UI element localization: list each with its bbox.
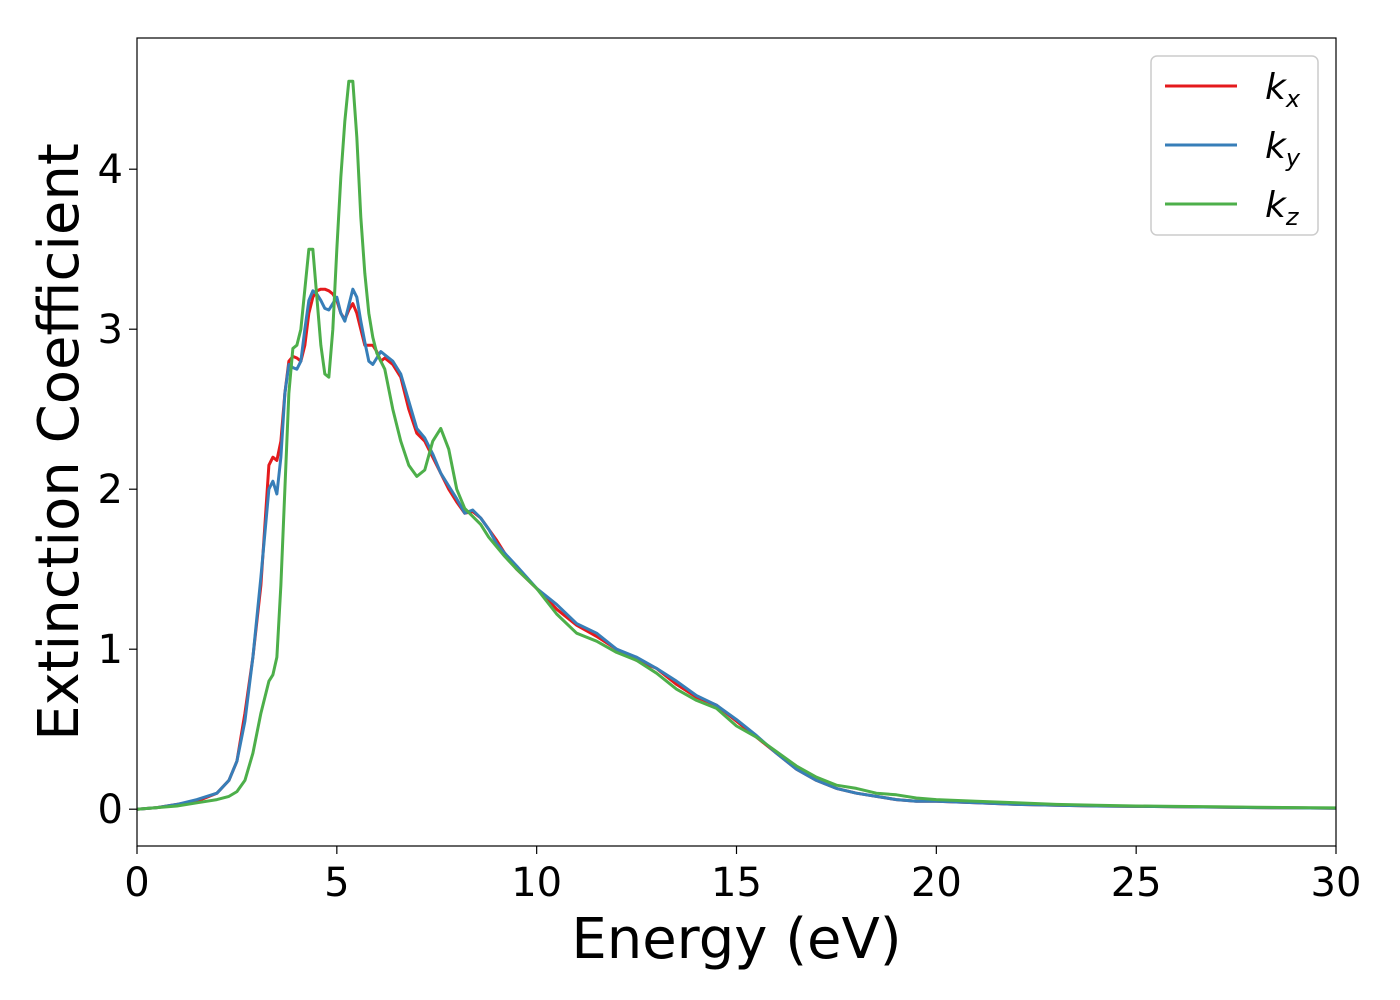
x-tick-label: 5 — [324, 860, 349, 906]
y-tick-label: 1 — [98, 627, 123, 673]
y-axis-title: Extinction Coefficient — [27, 143, 92, 741]
legend: kx ky kz — [1150, 55, 1319, 236]
legend-label: ky — [1265, 126, 1301, 172]
legend-entry-ky: ky — [1165, 126, 1301, 172]
x-tick-label: 30 — [1311, 860, 1362, 906]
x-axis-title: Energy (eV) — [571, 907, 901, 972]
legend-entry-kz: kz — [1165, 185, 1300, 231]
x-tick-label: 25 — [1111, 860, 1162, 906]
y-tick-label: 0 — [98, 787, 123, 833]
x-tick-label: 10 — [511, 860, 562, 906]
series-line-kz — [137, 79, 1336, 811]
plot-area — [137, 79, 1336, 811]
x-tick-label: 15 — [711, 860, 762, 906]
y-tick-label: 3 — [98, 307, 123, 353]
x-tick-label: 20 — [911, 860, 962, 906]
y-tick-label: 4 — [98, 147, 123, 193]
axes: 0 5 10 15 20 25 30 0 1 2 3 4 — [98, 37, 1362, 906]
x-tick-label: 0 — [124, 860, 149, 906]
legend-entry-kx: kx — [1165, 67, 1301, 113]
series-line-ky — [137, 287, 1336, 811]
legend-label: kx — [1265, 67, 1301, 113]
y-tick-label: 2 — [98, 467, 123, 513]
legend-label: kz — [1265, 185, 1300, 231]
